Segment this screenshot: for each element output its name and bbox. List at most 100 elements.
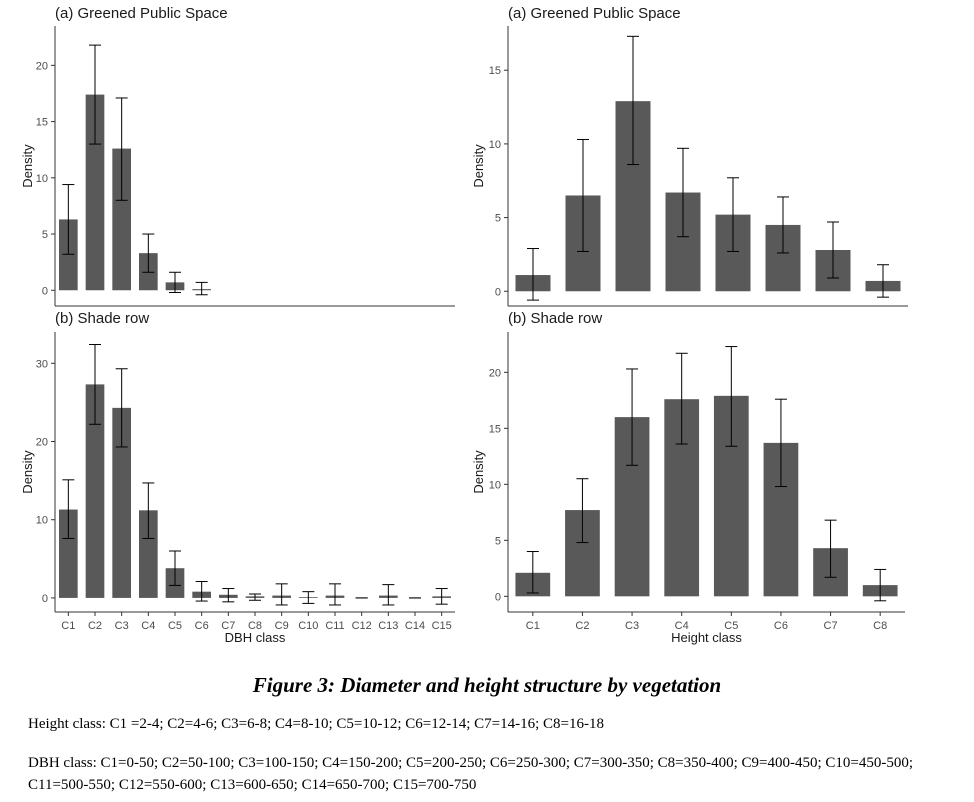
y-tick-label: 5 — [495, 535, 501, 547]
bar-C3 — [112, 407, 131, 598]
y-tick-label: 0 — [495, 286, 501, 298]
x-tick-label: C2 — [88, 620, 102, 632]
x-tick-label: C5 — [724, 620, 738, 632]
y-tick-label: 0 — [42, 593, 48, 605]
height-class-note: Height class: C1 =2-4; C2=4-6; C3=6-8; C… — [28, 716, 604, 732]
bar-C4 — [139, 510, 158, 598]
error-bar-C5 — [169, 271, 181, 294]
dbh-shade-chart: (b) Shade row Density 0 10 20 30 C1 C2 C3 C4 C5 C6 C… — [20, 310, 455, 645]
error-bar-C1 — [62, 184, 75, 255]
x-tick-label: C8 — [873, 620, 887, 632]
error-bar-C15 — [435, 588, 448, 605]
error-bar-C2 — [576, 478, 589, 544]
y-tick-label: 10 — [489, 479, 501, 491]
error-bar-C8 — [877, 264, 889, 298]
y-tick-label: 10 — [489, 139, 501, 151]
x-tick-label: C12 — [352, 620, 372, 632]
y-tick-label: 0 — [42, 285, 48, 297]
error-bar-C10 — [302, 591, 315, 604]
error-bar-C2 — [577, 138, 589, 252]
y-tick-label: 20 — [36, 436, 48, 448]
x-tick-label: C13 — [378, 620, 398, 632]
error-bar-C2 — [89, 44, 101, 145]
height-shade-chart: (b) Shade row Density 0 5 10 15 20 C1 C2 C3 C4 C5 C6… — [471, 310, 905, 645]
bar-C1 — [59, 509, 78, 598]
y-axis-label: Density — [20, 144, 35, 188]
figure-caption: Figure 3: Diameter and height structure … — [252, 673, 722, 697]
error-bar-C4 — [677, 147, 689, 238]
x-tick-label: C9 — [275, 620, 289, 632]
x-tick-label: C7 — [221, 620, 235, 632]
bar-C3 — [112, 148, 131, 291]
x-tick-label: C14 — [405, 620, 425, 632]
y-tick-label: 15 — [489, 423, 501, 435]
x-axis-label: Height class — [671, 630, 742, 645]
x-tick-label: C5 — [168, 620, 182, 632]
y-axis-label: Density — [471, 450, 486, 494]
chart-title: (b) Shade row — [508, 310, 602, 327]
error-bar-C8 — [874, 568, 887, 602]
error-bar-C2 — [89, 344, 101, 425]
error-bar-C3 — [115, 368, 128, 448]
error-bar-C3 — [626, 368, 639, 466]
error-bar-C4 — [142, 482, 155, 539]
error-bar-C3 — [115, 97, 128, 201]
x-tick-label: C2 — [575, 620, 589, 632]
height-greened-chart: (a) Greened Public Space Density 0 5 10 15 — [471, 5, 908, 307]
error-bar-C4 — [675, 352, 688, 445]
dbh-class-note: DBH class: C1=0-50; C2=50-100; C3=100-15… — [28, 755, 914, 793]
error-bar-C7 — [824, 519, 837, 578]
y-tick-label: 5 — [495, 213, 501, 225]
y-tick-label: 20 — [489, 367, 501, 379]
chart-title: (b) Shade row — [55, 310, 149, 327]
x-tick-label: C10 — [298, 620, 318, 632]
error-bar-C5 — [727, 177, 739, 252]
error-bar-C11 — [329, 583, 341, 606]
error-bar-C8 — [249, 593, 261, 601]
error-bar-C5 — [169, 550, 181, 586]
error-bar-C6 — [195, 580, 208, 602]
bar-C2 — [85, 94, 105, 291]
chart-title: (a) Greened Public Space — [55, 5, 228, 22]
x-tick-label: C3 — [115, 620, 129, 632]
error-bar-C3 — [627, 35, 639, 166]
x-tick-label: C8 — [248, 620, 262, 632]
error-bar-C9 — [275, 583, 288, 606]
error-bar-C7 — [827, 221, 839, 279]
x-tick-label: C1 — [61, 620, 75, 632]
error-bar-C6 — [195, 281, 208, 296]
error-bar-C1 — [527, 248, 539, 301]
y-tick-label: 30 — [36, 358, 48, 370]
error-bar-C5 — [725, 346, 738, 447]
x-tick-label: C7 — [824, 620, 838, 632]
x-tick-label: C6 — [195, 620, 209, 632]
y-tick-label: 15 — [489, 65, 501, 77]
x-tick-label: C15 — [432, 620, 452, 632]
chart-title: (a) Greened Public Space — [508, 5, 681, 22]
bar-C1 — [59, 219, 78, 291]
dbh-greened-chart: (a) Greened Public Space Density 0 5 10 15 20 — [20, 5, 455, 307]
error-bar-C1 — [526, 551, 539, 594]
bar-C2 — [85, 384, 105, 598]
error-bar-C13 — [382, 584, 395, 606]
y-tick-label: 10 — [36, 515, 48, 527]
error-bar-C1 — [62, 479, 75, 539]
x-tick-label: C4 — [675, 620, 689, 632]
error-bar-C6 — [777, 196, 789, 254]
y-tick-label: 20 — [36, 60, 48, 72]
x-tick-label: C11 — [325, 620, 344, 632]
y-axis-label: Density — [471, 144, 486, 188]
x-tick-label: C3 — [625, 620, 639, 632]
x-tick-label: C1 — [526, 620, 540, 632]
y-tick-label: 5 — [42, 229, 48, 241]
y-axis-label: Density — [20, 450, 35, 494]
y-tick-label: 0 — [495, 591, 501, 603]
y-tick-label: 10 — [36, 173, 48, 185]
x-axis-label: DBH class — [225, 630, 286, 645]
error-bar-C7 — [222, 588, 235, 603]
x-tick-label: C4 — [141, 620, 155, 632]
y-tick-label: 15 — [36, 117, 48, 129]
x-tick-label: C6 — [774, 620, 788, 632]
error-bar-C6 — [774, 398, 787, 488]
error-bar-C4 — [142, 233, 155, 273]
